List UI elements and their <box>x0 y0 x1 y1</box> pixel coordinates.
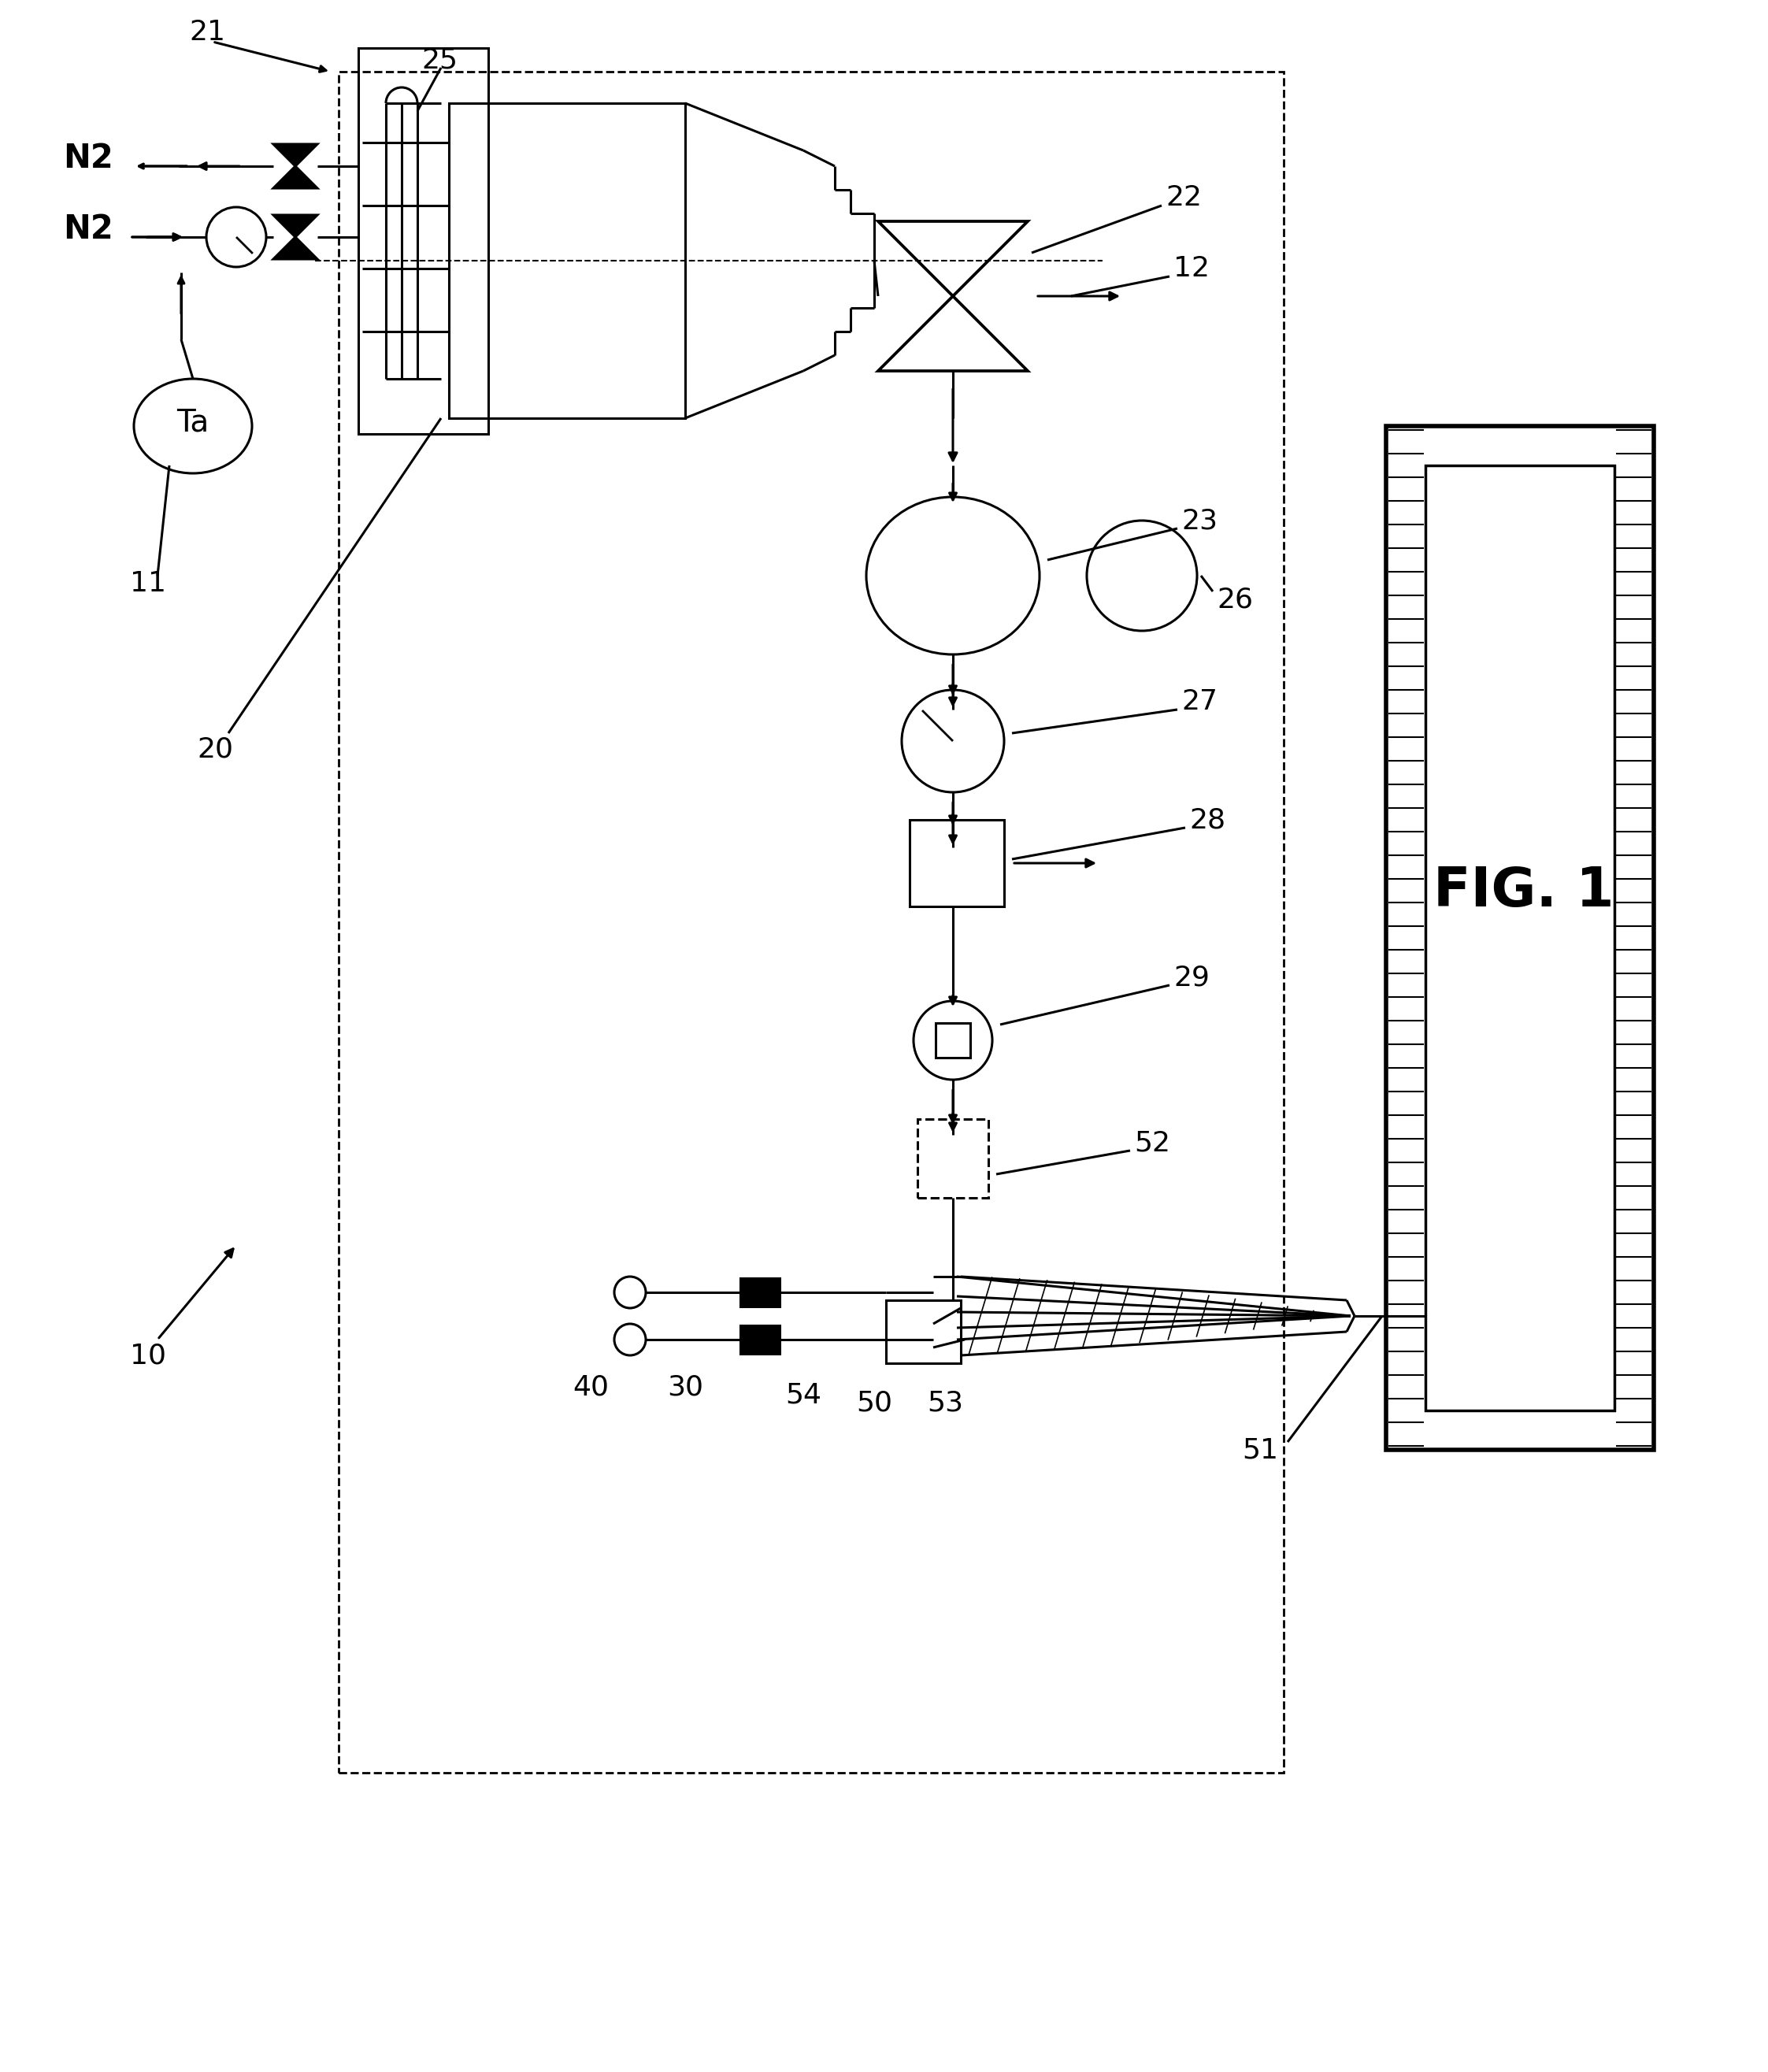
Polygon shape <box>274 166 318 189</box>
Bar <box>918 1119 988 1198</box>
Text: FIG. 1: FIG. 1 <box>1434 864 1614 918</box>
Text: 23: 23 <box>1181 508 1218 535</box>
Text: 26: 26 <box>1216 586 1254 613</box>
Text: 30: 30 <box>667 1374 704 1401</box>
Text: 12: 12 <box>1174 255 1209 282</box>
Bar <box>935 1024 971 1057</box>
Text: 20: 20 <box>196 736 233 762</box>
Text: N2: N2 <box>64 213 113 247</box>
Text: 51: 51 <box>1241 1436 1278 1463</box>
Text: 40: 40 <box>573 1374 608 1401</box>
Polygon shape <box>274 215 318 236</box>
Text: 21: 21 <box>189 19 225 46</box>
Bar <box>886 1301 960 1363</box>
Text: 53: 53 <box>926 1388 964 1415</box>
Text: 27: 27 <box>1181 688 1218 715</box>
Text: N2: N2 <box>64 141 113 174</box>
Bar <box>359 48 488 433</box>
Bar <box>1425 466 1614 1411</box>
Text: 54: 54 <box>785 1382 822 1409</box>
Bar <box>339 73 1284 1774</box>
Polygon shape <box>274 236 318 259</box>
Bar <box>741 1278 780 1307</box>
Text: Ta: Ta <box>177 408 209 437</box>
Text: 28: 28 <box>1190 806 1225 833</box>
Text: 11: 11 <box>129 570 166 597</box>
Bar <box>909 821 1004 905</box>
Text: 29: 29 <box>1174 963 1209 990</box>
Text: 22: 22 <box>1165 184 1202 211</box>
Text: 50: 50 <box>856 1388 893 1415</box>
Bar <box>741 1326 780 1353</box>
Polygon shape <box>274 145 318 166</box>
Bar <box>449 104 686 419</box>
Text: 25: 25 <box>421 46 458 73</box>
Text: 10: 10 <box>129 1343 166 1370</box>
Text: 52: 52 <box>1133 1129 1170 1156</box>
Bar <box>1386 427 1653 1450</box>
